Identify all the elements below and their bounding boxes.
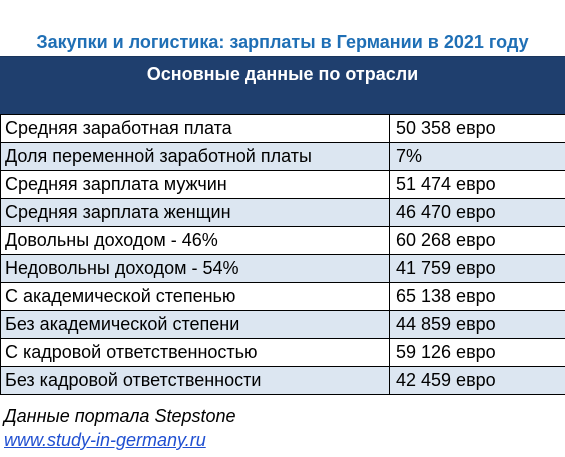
row-label: Без кадровой ответственности	[0, 366, 390, 395]
table-row: Доля переменной заработной платы 7%	[0, 142, 565, 171]
row-value: 44 859 евро	[389, 310, 565, 339]
footer: Данные портала Stepstone www.study-in-ge…	[4, 404, 236, 452]
row-label: С кадровой ответственностью	[0, 338, 390, 367]
source-note: Данные портала Stepstone	[4, 406, 236, 426]
row-label: Средняя зарплата женщин	[0, 198, 390, 227]
row-value: 42 459 евро	[389, 366, 565, 395]
row-value: 46 470 евро	[389, 198, 565, 227]
row-value: 41 759 евро	[389, 254, 565, 283]
salary-table: Основные данные по отрасли Средняя зараб…	[0, 56, 565, 395]
row-value: 7%	[389, 142, 565, 171]
table-row: Средняя заработная плата 50 358 евро	[0, 114, 565, 143]
row-label: Средняя заработная плата	[0, 114, 390, 143]
row-label: Недовольны доходом - 54%	[0, 254, 390, 283]
table-row: Средняя зарплата мужчин 51 474 евро	[0, 170, 565, 199]
row-value: 50 358 евро	[389, 114, 565, 143]
row-value: 59 126 евро	[389, 338, 565, 367]
website-link[interactable]: www.study-in-germany.ru	[4, 430, 206, 450]
row-label: С академической степенью	[0, 282, 390, 311]
row-label: Доля переменной заработной платы	[0, 142, 390, 171]
row-label: Без академической степени	[0, 310, 390, 339]
data-table: Средняя заработная плата 50 358 евро Дол…	[0, 114, 565, 395]
row-label: Средняя зарплата мужчин	[0, 170, 390, 199]
table-row: Средняя зарплата женщин 46 470 евро	[0, 198, 565, 227]
table-row: Без академической степени 44 859 евро	[0, 310, 565, 339]
row-label: Довольны доходом - 46%	[0, 226, 390, 255]
row-value: 51 474 евро	[389, 170, 565, 199]
page-title: Закупки и логистика: зарплаты в Германии…	[36, 32, 529, 52]
table-header: Основные данные по отрасли	[0, 56, 565, 114]
row-value: 65 138 евро	[389, 282, 565, 311]
table-row: Недовольны доходом - 54% 41 759 евро	[0, 254, 565, 283]
table-row: С академической степенью 65 138 евро	[0, 282, 565, 311]
table-row: С кадровой ответственностью 59 126 евро	[0, 338, 565, 367]
table-row: Без кадровой ответственности 42 459 евро	[0, 366, 565, 395]
table-row: Довольны доходом - 46% 60 268 евро	[0, 226, 565, 255]
row-value: 60 268 евро	[389, 226, 565, 255]
